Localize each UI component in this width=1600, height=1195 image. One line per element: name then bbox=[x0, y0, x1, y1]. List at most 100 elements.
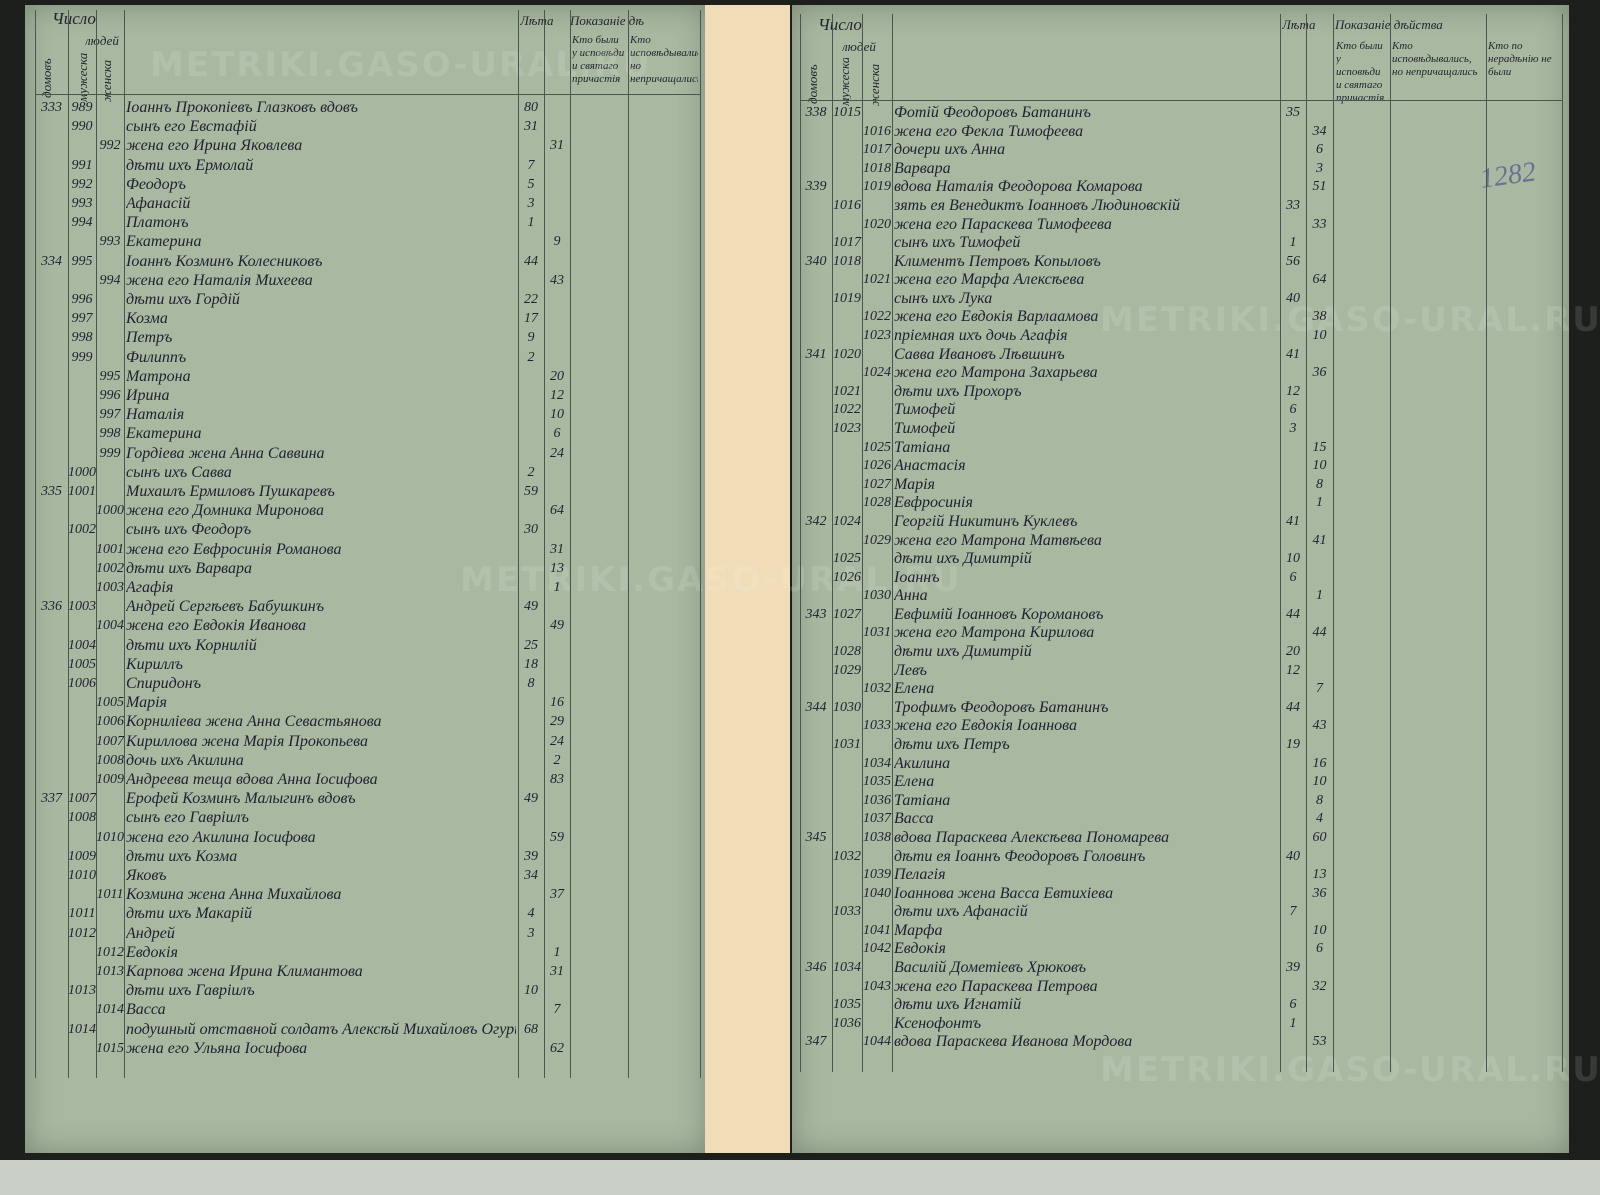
male-number: 992 bbox=[71, 176, 93, 192]
person-name: жена его Акилина Іосифова bbox=[126, 828, 316, 846]
person-name: сынъ его Гавріилъ bbox=[126, 809, 249, 827]
male-number: 1033 bbox=[833, 904, 861, 920]
person-name: Михаилъ Ермиловъ Пушкаревъ bbox=[126, 483, 335, 500]
male-age: 31 bbox=[524, 119, 538, 135]
female-number: 1034 bbox=[863, 755, 891, 771]
female-age: 3 bbox=[1316, 160, 1323, 176]
male-age: 10 bbox=[524, 983, 538, 999]
person-name: Савва Ивановъ Лѣвшинъ bbox=[894, 345, 1065, 363]
header-households: домовъ bbox=[806, 64, 819, 104]
person-name: Фотій Феодоровъ Батанинъ bbox=[894, 104, 1091, 121]
female-age: 10 bbox=[1312, 458, 1327, 474]
person-name: Агафія bbox=[126, 579, 174, 596]
female-age: 49 bbox=[550, 618, 564, 634]
male-age: 41 bbox=[1286, 346, 1300, 362]
household-number: 335 bbox=[41, 484, 62, 499]
female-age: 8 bbox=[1316, 476, 1323, 492]
person-name: жена его Евдокія Иванова bbox=[126, 617, 307, 635]
female-age: 13 bbox=[550, 560, 564, 576]
female-number: 997 bbox=[99, 407, 121, 423]
header-rule bbox=[800, 100, 1562, 101]
male-age: 59 bbox=[524, 484, 538, 499]
female-number: 1006 bbox=[96, 714, 124, 730]
person-name: жена его Параскева Петрова bbox=[894, 977, 1098, 995]
female-number: 1021 bbox=[863, 272, 891, 288]
male-number: 1029 bbox=[833, 662, 861, 678]
person-name: жена его Ульяна Іосифова bbox=[126, 1039, 308, 1057]
header-col2: Кто исповѣдывались, но непричащались bbox=[1392, 40, 1478, 78]
person-name: вдова Наталія Феодорова Комарова bbox=[894, 178, 1143, 196]
column-rule bbox=[892, 14, 893, 1072]
female-number: 1039 bbox=[863, 867, 891, 883]
male-age: 41 bbox=[1286, 513, 1300, 529]
male-age: 25 bbox=[524, 637, 538, 653]
female-age: 1 bbox=[1316, 495, 1323, 511]
person-name: Климентъ Петровъ Копыловъ bbox=[894, 252, 1101, 270]
header-testimony: Показаніе дѣйства bbox=[1335, 18, 1443, 31]
person-name: Платонъ bbox=[126, 214, 189, 232]
male-number: 989 bbox=[71, 100, 93, 115]
male-number: 999 bbox=[71, 349, 93, 365]
male-age: 40 bbox=[1286, 848, 1300, 864]
female-number: 1035 bbox=[863, 774, 891, 790]
male-age: 12 bbox=[1286, 662, 1300, 678]
male-age: 8 bbox=[527, 676, 535, 691]
person-name: Филиппъ bbox=[126, 348, 187, 366]
header-female: женска bbox=[868, 63, 881, 106]
column-rule bbox=[1390, 14, 1391, 1072]
person-name: жена его Марфа Алексѣева bbox=[894, 271, 1085, 289]
person-name: дѣти ея Іоаннъ Феодоровъ Головинъ bbox=[894, 847, 1146, 865]
person-name: Евфросинія bbox=[894, 494, 973, 512]
female-age: 2 bbox=[553, 752, 561, 768]
person-name: дѣти ихъ Димитрій bbox=[894, 643, 1032, 661]
person-name: Анна bbox=[894, 587, 928, 605]
male-age: 22 bbox=[524, 292, 538, 307]
male-number: 1032 bbox=[833, 848, 861, 864]
male-age: 44 bbox=[524, 253, 538, 269]
household-number: 334 bbox=[41, 253, 62, 269]
female-age: 43 bbox=[550, 272, 564, 288]
column-rule bbox=[96, 10, 97, 1078]
female-number: 996 bbox=[99, 388, 121, 403]
male-number: 1017 bbox=[833, 235, 861, 251]
person-name: вдова Параскева Иванова Мордова bbox=[894, 1033, 1133, 1051]
person-name: Ерофей Козминъ Малыгинъ вдовъ bbox=[126, 790, 356, 808]
male-age: 39 bbox=[1286, 960, 1300, 976]
female-number: 1019 bbox=[863, 179, 891, 195]
male-number: 1016 bbox=[833, 197, 861, 213]
person-name: дѣти ихъ Игнатій bbox=[894, 996, 1022, 1014]
male-number: 1000 bbox=[68, 464, 96, 480]
male-number: 1022 bbox=[833, 402, 861, 418]
female-age: 1 bbox=[553, 580, 561, 595]
person-name: Андрей Сергѣевъ Бабушкинъ bbox=[126, 598, 325, 616]
female-number: 1023 bbox=[863, 328, 891, 344]
female-age: 41 bbox=[1312, 532, 1327, 548]
female-age: 53 bbox=[1312, 1034, 1327, 1050]
male-age: 1 bbox=[1289, 1015, 1297, 1031]
person-name: сынъ ихъ Тимофей bbox=[894, 234, 1021, 252]
male-age: 1 bbox=[527, 215, 535, 231]
male-age: 34 bbox=[524, 868, 538, 883]
person-name: дочь ихъ Акилина bbox=[126, 751, 244, 769]
header-number: Число bbox=[52, 12, 96, 25]
watermark: METRIKI.GASO-URAL.RU bbox=[1100, 300, 1600, 340]
person-name: дѣти ихъ Ермолай bbox=[126, 156, 254, 174]
female-number: 993 bbox=[99, 234, 121, 250]
female-age: 51 bbox=[1312, 179, 1327, 195]
male-number: 1031 bbox=[833, 737, 861, 752]
header-people: людей bbox=[842, 40, 876, 53]
column-rule bbox=[544, 10, 545, 1078]
male-number: 1006 bbox=[68, 676, 96, 691]
female-age: 8 bbox=[1316, 792, 1323, 808]
female-age: 34 bbox=[1312, 123, 1327, 139]
person-name: жена его Евдокія Варлаамова bbox=[894, 308, 1099, 326]
male-number: 993 bbox=[71, 196, 93, 211]
male-number: 1001 bbox=[68, 484, 96, 499]
person-name: подушный отставной солдатъ Алексѣй Михай… bbox=[126, 1020, 516, 1038]
male-number: 1010 bbox=[68, 868, 96, 883]
person-name: Левъ bbox=[894, 661, 927, 679]
female-number: 1022 bbox=[863, 309, 891, 325]
male-age: 6 bbox=[1289, 402, 1297, 418]
female-number: 1011 bbox=[96, 887, 124, 903]
male-number: 990 bbox=[71, 119, 93, 135]
